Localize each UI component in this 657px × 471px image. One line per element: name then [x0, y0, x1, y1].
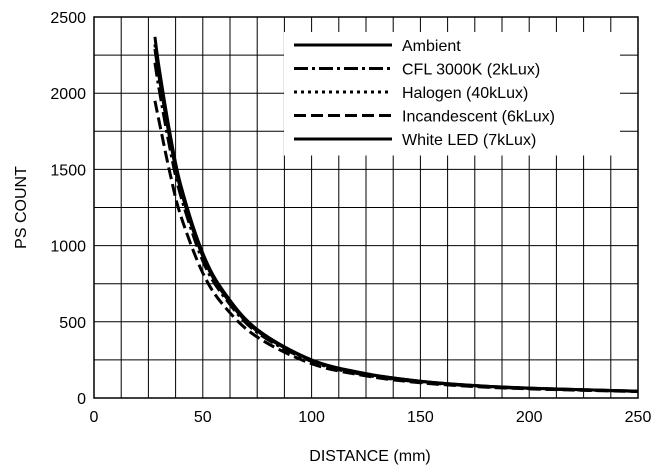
- legend-background: [284, 32, 620, 156]
- x-tick-label: 250: [625, 409, 652, 426]
- plot-frame: [93, 16, 639, 399]
- y-tick-label: 2000: [50, 86, 86, 103]
- series-group: [153, 36, 639, 394]
- legend-label-4: Incandescent (6kLux): [402, 109, 555, 126]
- y-tick-label: 1500: [50, 162, 86, 179]
- y-axis-label: PS COUNT: [13, 166, 30, 249]
- series-line-5: [153, 48, 639, 393]
- x-tick-label: 0: [90, 409, 99, 426]
- x-tick-label: 150: [407, 409, 434, 426]
- legend-label-5: White LED (7kLux): [402, 132, 536, 149]
- legend-label-3: Halogen (40kLux): [402, 85, 528, 102]
- x-tick-label: 200: [516, 409, 543, 426]
- legend-label-1: Ambient: [402, 38, 461, 55]
- y-tick-label: 2500: [50, 10, 86, 27]
- x-tick-label: 100: [298, 409, 325, 426]
- y-tick-label: 500: [59, 315, 86, 332]
- y-tick-label: 1000: [50, 239, 86, 256]
- legend: Ambient CFL 3000K (2kLux) Halogen (40kLux)…: [284, 32, 620, 156]
- x-tick-label: 50: [194, 409, 212, 426]
- y-tick-label: 0: [77, 391, 86, 408]
- legend-label-2: CFL 3000K (2kLux): [402, 62, 540, 79]
- x-axis-label: DISTANCE (mm): [309, 448, 430, 465]
